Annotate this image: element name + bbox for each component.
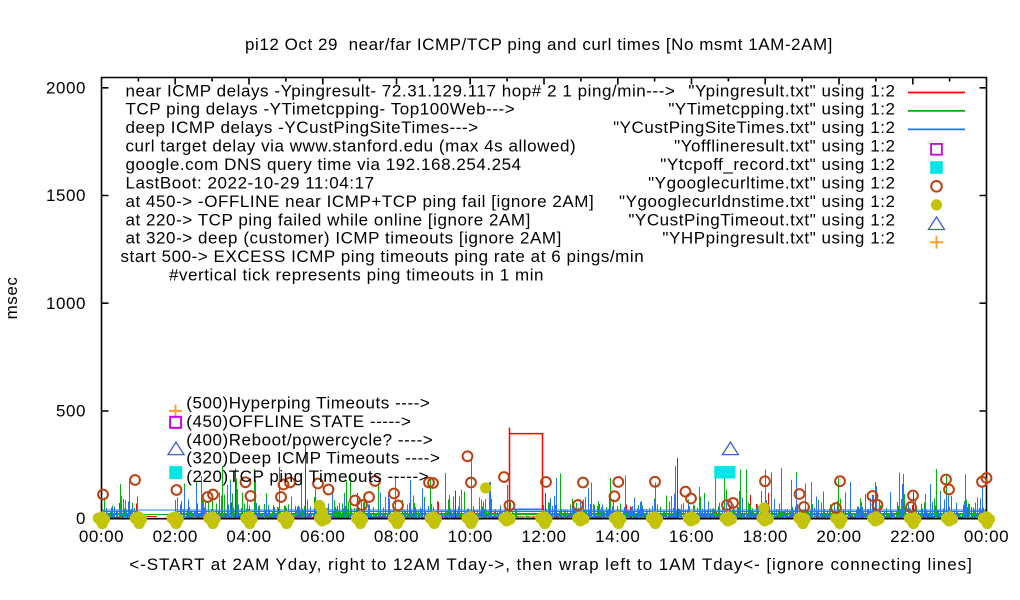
svg-text:04:00: 04:00: [226, 527, 271, 546]
svg-text:"YTimetcpping.txt" using 1:2: "YTimetcpping.txt" using 1:2: [668, 100, 895, 119]
svg-text:20:00: 20:00: [816, 527, 861, 546]
svg-text:(500)Hyperping Timeouts ---->: (500)Hyperping Timeouts ---->: [186, 393, 430, 412]
svg-text:1500: 1500: [46, 186, 86, 205]
svg-text:1000: 1000: [46, 294, 86, 313]
svg-text:at 450-> -OFFLINE near ICMP+TC: at 450-> -OFFLINE near ICMP+TCP ping fai…: [126, 192, 595, 211]
svg-text:<-START at 2AM Yday, right to: <-START at 2AM Yday, right to 12AM Tday-…: [129, 555, 972, 574]
svg-text:deep ICMP delays -YCustPingSit: deep ICMP delays -YCustPingSiteTimes--->: [126, 118, 479, 137]
svg-text:10:00: 10:00: [448, 527, 493, 546]
svg-text:curl target delay via www.stan: curl target delay via www.stanford.edu (…: [126, 137, 577, 156]
svg-text:(400)Reboot/powercycle? ---->: (400)Reboot/powercycle? ---->: [186, 430, 433, 449]
svg-text:#vertical tick represents ping: #vertical tick represents ping timeouts …: [169, 266, 544, 285]
svg-text:start 500-> EXCESS ICMP ping t: start 500-> EXCESS ICMP ping timeouts pi…: [121, 247, 645, 266]
svg-text:(320)Deep ICMP Timeouts ---->: (320)Deep ICMP Timeouts ---->: [186, 449, 440, 468]
svg-text:16:00: 16:00: [669, 527, 714, 546]
svg-text:02:00: 02:00: [153, 527, 198, 546]
svg-text:"YHPpingresult.txt" using 1:2: "YHPpingresult.txt" using 1:2: [662, 229, 895, 248]
svg-text:"Ytcpoff_record.txt" using 1:2: "Ytcpoff_record.txt" using 1:2: [660, 155, 895, 174]
svg-text:msec: msec: [2, 277, 21, 320]
svg-text:at 320-> deep (customer) ICMP: at 320-> deep (customer) ICMP timeouts […: [126, 229, 562, 248]
svg-text:at 220-> TCP ping failed while: at 220-> TCP ping failed while online [i…: [126, 210, 531, 229]
svg-text:"Ygooglecurltime.txt" using 1:: "Ygooglecurltime.txt" using 1:2: [648, 173, 895, 192]
svg-text:(220)TCP ping Timeouts ----->: (220)TCP ping Timeouts ----->: [186, 467, 429, 486]
svg-text:TCP ping delays -YTimetcpping-: TCP ping delays -YTimetcpping- Top100Web…: [126, 100, 516, 119]
svg-text:"Ygooglecurldnstime.txt" using: "Ygooglecurldnstime.txt" using 1:2: [619, 192, 895, 211]
svg-text:0: 0: [76, 509, 86, 528]
svg-text:22:00: 22:00: [890, 527, 935, 546]
svg-text:LastBoot: 2022-10-29 11:04:17: LastBoot: 2022-10-29 11:04:17: [126, 173, 375, 192]
svg-text:500: 500: [56, 401, 86, 420]
svg-text:"YCustPingSiteTimes.txt" using: "YCustPingSiteTimes.txt" using 1:2: [613, 118, 895, 137]
svg-text:"YCustPingTimeout.txt" using 1: "YCustPingTimeout.txt" using 1:2: [628, 210, 895, 229]
svg-text:00:00: 00:00: [964, 527, 1009, 546]
svg-text:00:00: 00:00: [79, 527, 124, 546]
svg-text:(450)OFFLINE STATE ----->: (450)OFFLINE STATE ----->: [186, 412, 411, 431]
svg-text:14:00: 14:00: [595, 527, 640, 546]
svg-text:2000: 2000: [46, 78, 86, 97]
svg-text:pi12 Oct 29 near/far ICMP/TCP: pi12 Oct 29 near/far ICMP/TCP ping and c…: [245, 35, 833, 54]
svg-text:"Yofflineresult.txt" using 1:2: "Yofflineresult.txt" using 1:2: [674, 137, 895, 156]
svg-text:12:00: 12:00: [521, 527, 566, 546]
svg-text:near ICMP delays -Ypingresult-: near ICMP delays -Ypingresult- 72.31.129…: [126, 81, 676, 100]
svg-text:google.com DNS query time via: google.com DNS query time via 192.168.25…: [126, 155, 522, 174]
svg-text:"Ypingresult.txt" using 1:2: "Ypingresult.txt" using 1:2: [688, 81, 895, 100]
svg-text:18:00: 18:00: [743, 527, 788, 546]
svg-text:06:00: 06:00: [300, 527, 345, 546]
svg-text:08:00: 08:00: [374, 527, 419, 546]
